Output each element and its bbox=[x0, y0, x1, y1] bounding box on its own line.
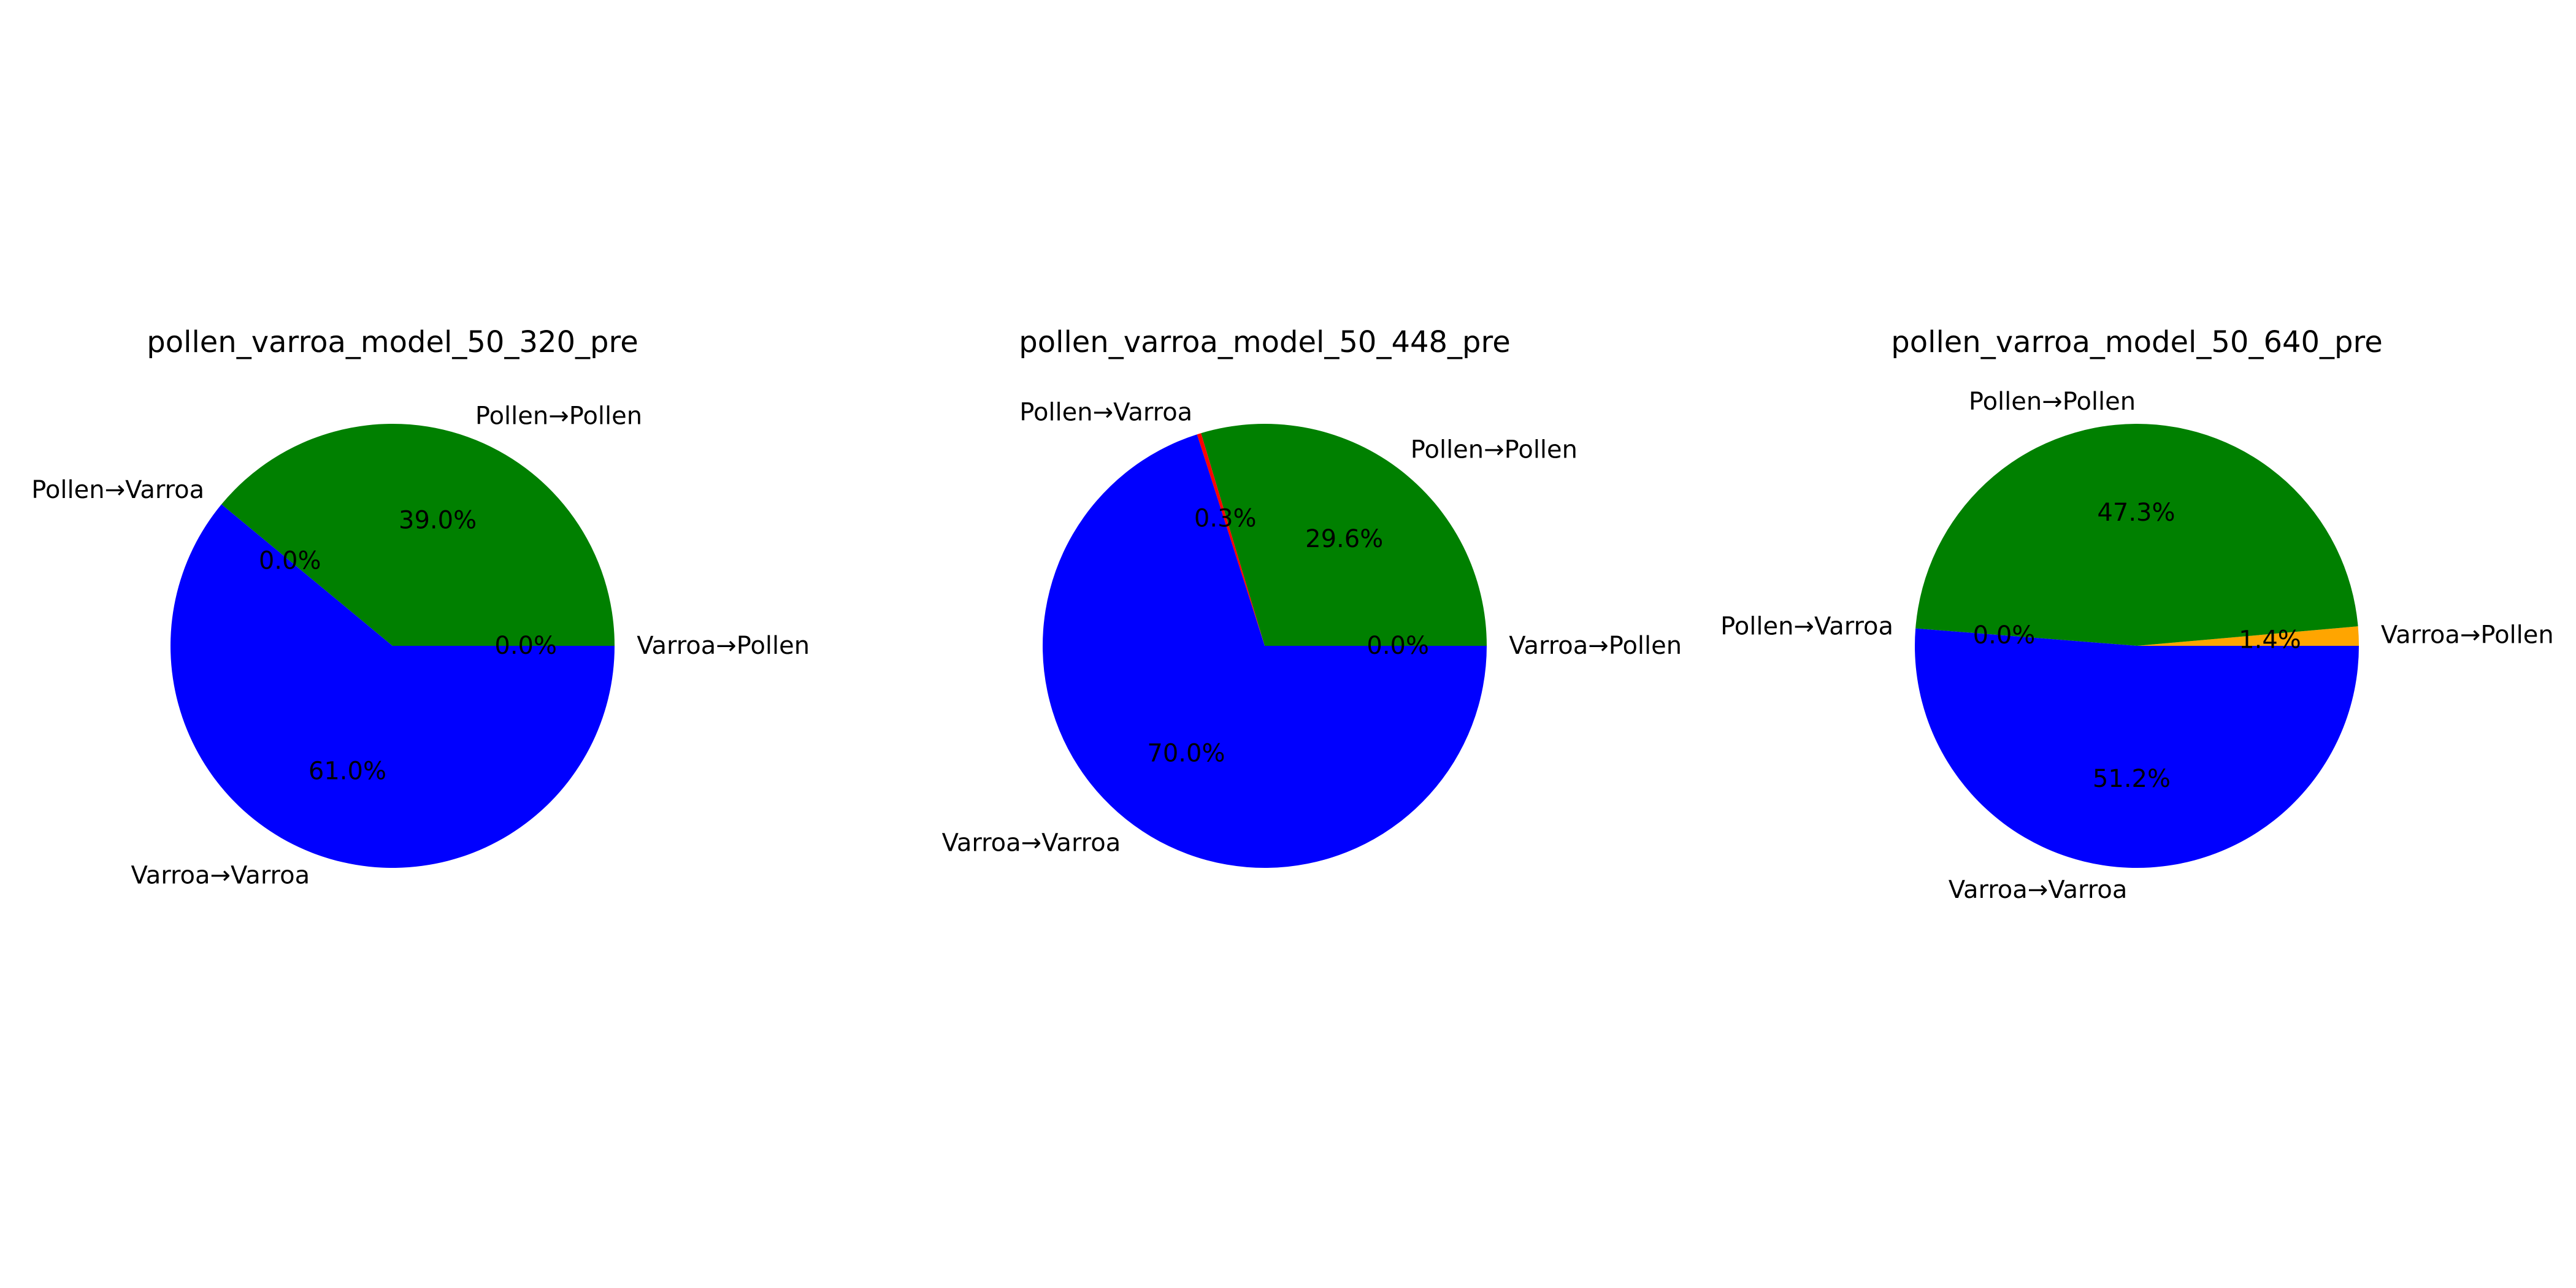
pie-percent-label: 0.3% bbox=[1194, 505, 1257, 533]
pie-panel-3: pollen_varroa_model_50_640_pre Varroa→Po… bbox=[1720, 325, 2554, 904]
pie-labels-2: Varroa→Pollen 0.0% Pollen→Pollen 29.6% Polle… bbox=[942, 399, 1682, 857]
pie-slices-2 bbox=[1043, 424, 1487, 868]
pie-slice-pollen-to-pollen bbox=[221, 424, 615, 646]
pie-slice-pollen-to-varroa bbox=[1197, 433, 1265, 646]
pie-category-label: Varroa→Varroa bbox=[942, 829, 1121, 857]
pie-percent-label: 39.0% bbox=[399, 507, 477, 535]
pie-slice-varroa-to-varroa bbox=[1915, 628, 2359, 868]
pie-title-2: pollen_varroa_model_50_448_pre bbox=[1019, 325, 1510, 359]
pie-percent-label: 29.6% bbox=[1305, 525, 1383, 553]
pie-slice-varroa-to-varroa bbox=[171, 504, 615, 868]
pie-percent-label: 61.0% bbox=[309, 757, 386, 785]
pie-category-label: Pollen→Varroa bbox=[31, 476, 204, 504]
pie-slice-varroa-to-pollen bbox=[2137, 626, 2359, 646]
pie-slices-3 bbox=[1915, 423, 2359, 868]
pie-slices-1 bbox=[171, 424, 615, 868]
pie-category-label: Pollen→Pollen bbox=[475, 402, 642, 430]
pie-category-label: Varroa→Varroa bbox=[131, 862, 310, 890]
pie-category-label: Pollen→Varroa bbox=[1720, 613, 1893, 641]
pie-category-label: Varroa→Varroa bbox=[1949, 876, 2128, 904]
pie-title-1: pollen_varroa_model_50_320_pre bbox=[147, 325, 638, 359]
pie-slice-pollen-to-pollen bbox=[1201, 424, 1487, 646]
pie-labels-1: Varroa→Pollen 0.0% Pollen→Pollen 39.0% Polle… bbox=[31, 402, 810, 889]
pie-panel-1: pollen_varroa_model_50_320_pre Varroa→Po… bbox=[31, 325, 810, 890]
pie-percent-label: 70.0% bbox=[1147, 739, 1225, 767]
pie-category-label: Varroa→Pollen bbox=[2381, 621, 2554, 649]
pie-percent-label: 51.2% bbox=[2093, 765, 2171, 793]
pie-labels-3: Varroa→Pollen 1.4% Pollen→Pollen 47.3% Polle… bbox=[1720, 388, 2554, 904]
pie-category-label: Varroa→Pollen bbox=[637, 632, 810, 660]
pie-percent-label: 0.0% bbox=[259, 547, 321, 575]
pie-panel-2: pollen_varroa_model_50_448_pre Varroa→Po… bbox=[942, 325, 1682, 868]
pie-title-3: pollen_varroa_model_50_640_pre bbox=[1891, 325, 2382, 359]
pie-category-label: Varroa→Pollen bbox=[1509, 632, 1682, 660]
pie-category-label: Pollen→Pollen bbox=[1411, 436, 1577, 464]
pie-percent-label: 1.4% bbox=[2239, 626, 2301, 654]
pie-percent-label: 0.0% bbox=[494, 632, 557, 660]
pie-slice-pollen-to-pollen bbox=[1915, 423, 2358, 646]
pie-category-label: Pollen→Varroa bbox=[1019, 399, 1192, 427]
pie-percent-label: 0.0% bbox=[1973, 621, 2036, 650]
pie-category-label: Pollen→Pollen bbox=[1969, 388, 2136, 416]
pie-percent-label: 47.3% bbox=[2097, 499, 2175, 527]
pie-percent-label: 0.0% bbox=[1367, 632, 1429, 660]
pie-slice-varroa-to-varroa bbox=[1043, 434, 1487, 868]
